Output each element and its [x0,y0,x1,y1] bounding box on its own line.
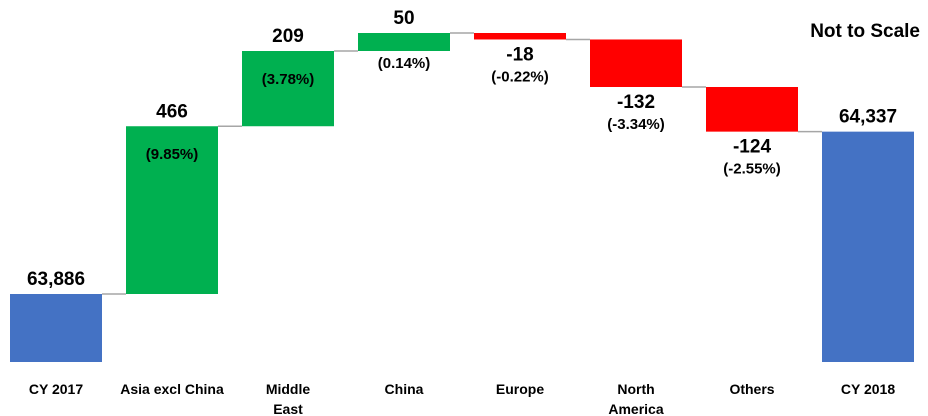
value-label: 63,886 [27,269,85,290]
x-tick-label: CY 2018 [841,381,895,397]
bar [358,33,450,51]
percent-label: (0.14%) [378,55,431,72]
bar [590,39,682,87]
x-tick-label: CY 2017 [29,381,83,397]
bar [706,87,798,132]
value-label: -132 [617,92,655,113]
x-tick-label: North America [608,381,663,416]
x-tick-label: Europe [496,381,544,397]
bar [10,294,102,362]
value-label: -124 [733,137,771,158]
x-tick-label: Others [729,381,774,397]
bar [474,33,566,40]
bar [126,126,218,295]
x-tick-label: China [385,381,424,397]
value-label: -18 [506,44,533,65]
bar [242,51,334,127]
value-label: 50 [393,8,414,29]
percent-label: (9.85%) [146,146,199,163]
value-label: 209 [272,26,304,47]
percent-label: (-3.34%) [607,116,665,133]
percent-label: (-2.55%) [723,161,781,178]
bar [822,131,914,362]
x-tick-label: Asia excl China [120,381,224,397]
value-label: 466 [156,101,188,122]
percent-label: (-0.22%) [491,68,549,85]
value-label: 64,337 [839,107,897,128]
annotation: Not to Scale [810,21,920,42]
x-tick-label: Middle East [266,381,311,416]
percent-label: (3.78%) [262,71,315,88]
